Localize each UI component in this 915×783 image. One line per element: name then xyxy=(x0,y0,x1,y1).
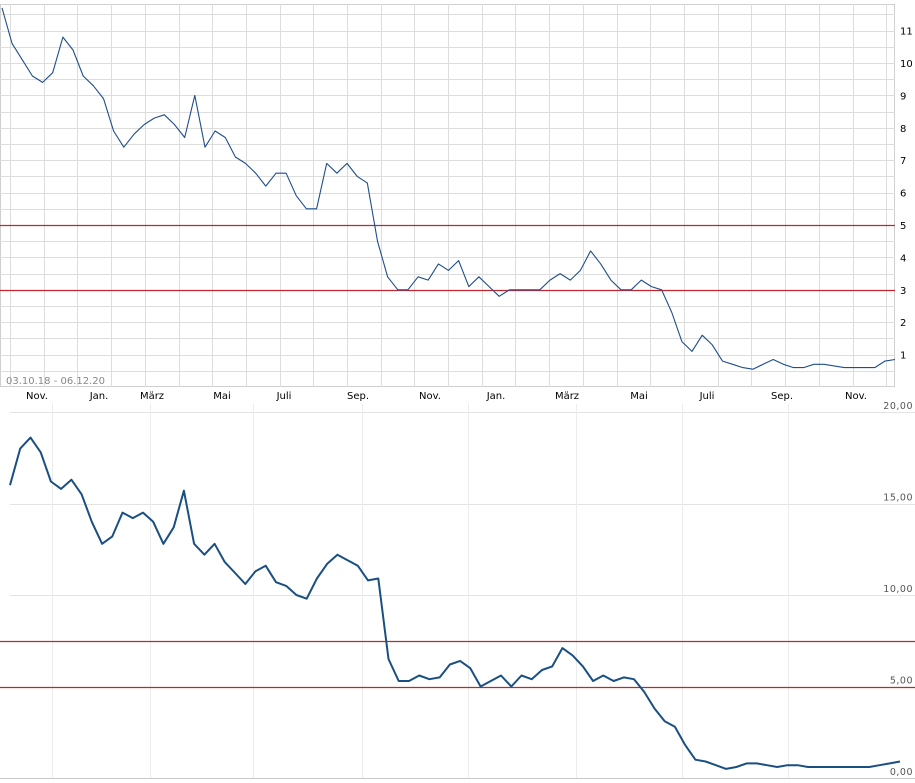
chart1-y-tick-label: 5 xyxy=(900,221,906,232)
chart2-price-line xyxy=(9,436,901,770)
chart1-frame xyxy=(0,4,895,387)
chart2-grid xyxy=(0,404,915,779)
chart1-x-tick-label: Sep. xyxy=(771,391,793,402)
chart1-x-tick-label: Mai xyxy=(630,391,648,402)
chart1-x-tick-label: Mai xyxy=(213,391,231,402)
chart1-y-tick-label: 3 xyxy=(900,286,906,297)
chart2-y-tick-label: 0,00 xyxy=(890,767,913,778)
chart1-x-tick-label: Nov. xyxy=(26,391,48,402)
chart1-series-line xyxy=(1,7,896,370)
chart1-y-tick-label: 10 xyxy=(900,59,913,70)
chart1-x-tick-label: März xyxy=(555,391,579,402)
chart1-price-line xyxy=(1,7,896,370)
chart1-y-tick-label: 8 xyxy=(900,124,906,135)
chart1-x-tick-labels: Nov. Jan. März Mai Juli Sep. Nov. Jan. März Mai Ju… xyxy=(26,391,867,402)
chart2-reference-lines xyxy=(0,640,915,689)
chart1-reference-lines xyxy=(0,224,895,292)
chart2-y-tick-labels: 0,00 5,00 10,00 15,00 20,00 xyxy=(883,401,913,778)
chart1-x-tick-label: Sep. xyxy=(347,391,369,402)
chart2-series-line xyxy=(9,436,901,770)
chart1-y-tick-labels: 1 2 3 4 5 6 7 8 9 10 11 xyxy=(900,27,913,362)
chart1-y-tick-label: 9 xyxy=(900,91,906,102)
chart1-x-tick-label: Juli xyxy=(276,391,292,402)
chart1-x-tick-label: Jan. xyxy=(89,391,109,402)
chart1-y-tick-label: 7 xyxy=(900,156,906,167)
chart1-grid xyxy=(0,4,895,387)
chart1-y-tick-label: 4 xyxy=(900,253,906,264)
chart1-x-tick-label: März xyxy=(140,391,164,402)
chart2-y-tick-label: 20,00 xyxy=(883,401,913,412)
chart2-y-tick-label: 10,00 xyxy=(883,584,913,595)
chart2-y-tick-label: 5,00 xyxy=(890,676,913,687)
chart1-y-tick-label: 11 xyxy=(900,27,913,38)
chart1-x-tick-label: Juli xyxy=(699,391,715,402)
chart1-y-tick-label: 2 xyxy=(900,318,906,329)
chart1-x-tick-label: Jan. xyxy=(486,391,506,402)
chart1-y-tick-label: 1 xyxy=(900,351,906,362)
chart2-y-tick-label: 15,00 xyxy=(883,493,913,504)
chart1-y-tick-label: 6 xyxy=(900,189,906,200)
date-range-label: 03.10.18 - 06.12.20 xyxy=(6,376,105,387)
chart1-x-tick-label: Nov. xyxy=(845,391,867,402)
chart1-x-tick-label: Nov. xyxy=(419,391,441,402)
